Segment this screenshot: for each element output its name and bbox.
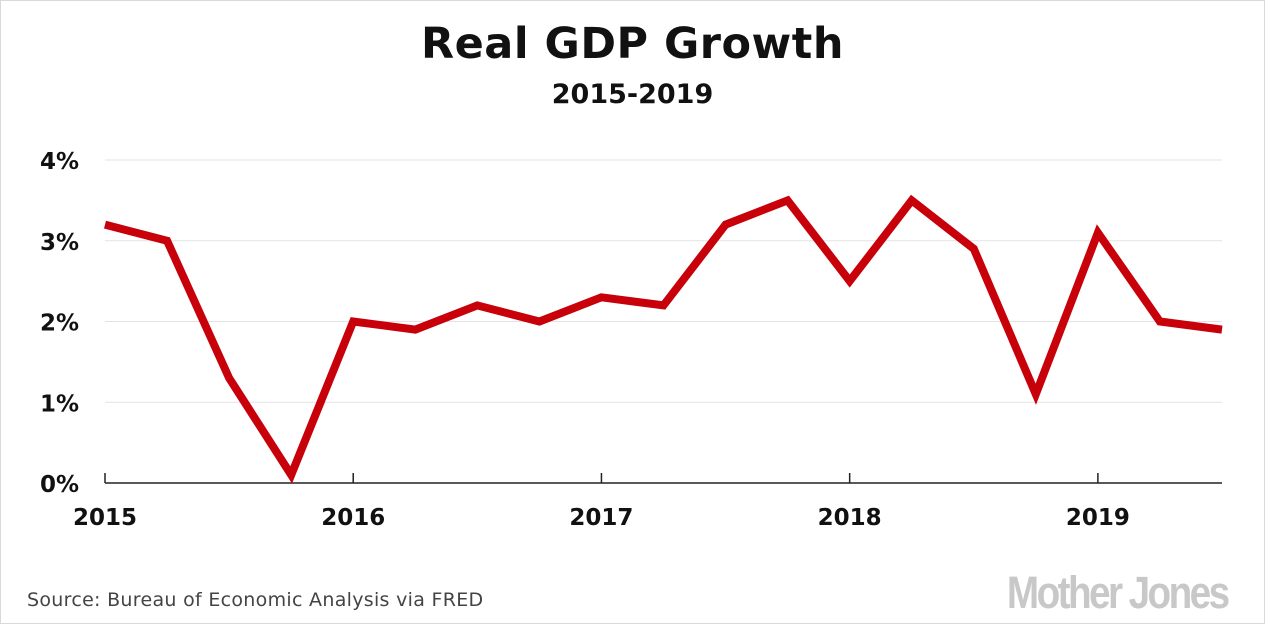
y-tick-label: 2% [40, 311, 79, 337]
y-tick-label: 0% [40, 472, 79, 498]
x-tick-label: 2016 [321, 505, 385, 531]
y-tick-label: 1% [40, 391, 79, 417]
x-tick-label: 2017 [569, 505, 633, 531]
x-tick-label: 2019 [1066, 505, 1130, 531]
chart-title: Real GDP Growth [421, 19, 844, 69]
series-line [103, 194, 1223, 484]
y-tick-label: 3% [40, 230, 79, 256]
x-tick-label: 2018 [818, 505, 882, 531]
mother-jones-logo: Mother Jones [1007, 567, 1230, 618]
y-tick-label: 4% [40, 149, 79, 175]
chart-subtitle: 2015-2019 [551, 79, 714, 110]
x-tick-label: 2015 [73, 505, 137, 531]
source-note: Source: Bureau of Economic Analysis via … [27, 589, 484, 611]
